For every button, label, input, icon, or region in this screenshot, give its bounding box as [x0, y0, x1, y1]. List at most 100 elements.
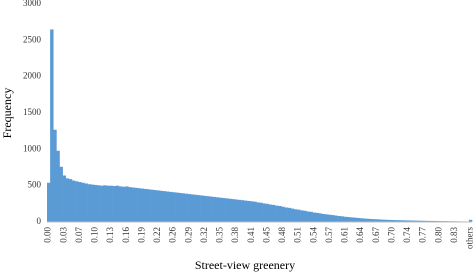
- bar: [140, 188, 145, 222]
- bar: [200, 195, 204, 222]
- bar: [387, 219, 392, 222]
- bar: [303, 210, 307, 222]
- bar: [315, 212, 320, 222]
- bar: [197, 195, 201, 222]
- bar: [297, 209, 301, 222]
- bar: [225, 198, 229, 222]
- bar: [400, 220, 404, 222]
- bar: [272, 204, 276, 222]
- bar: [412, 220, 417, 222]
- bar: [87, 184, 92, 222]
- bar: [234, 199, 238, 222]
- bar: [403, 220, 407, 222]
- x-tick-label: 0.00: [43, 227, 53, 243]
- bar: [187, 194, 192, 222]
- bar: [365, 218, 370, 222]
- bar: [109, 185, 113, 222]
- bar: [106, 185, 110, 222]
- x-tick-label: 0.70: [386, 227, 396, 243]
- bar: [143, 188, 148, 222]
- bar: [178, 192, 182, 222]
- bar: [337, 216, 342, 222]
- bar: [356, 217, 360, 222]
- y-tick-label: 2500: [23, 34, 42, 44]
- bar: [72, 180, 76, 222]
- bar: [84, 183, 88, 222]
- bar: [253, 201, 257, 222]
- bar: [231, 199, 235, 222]
- bar: [375, 219, 379, 222]
- bar: [62, 175, 67, 222]
- bar: [184, 193, 188, 222]
- bar: [262, 203, 267, 222]
- bar: [340, 216, 345, 222]
- bar: [468, 219, 473, 222]
- bar: [284, 207, 288, 222]
- y-tick-label: 1500: [23, 107, 42, 117]
- y-axis-title: Frequency: [0, 88, 14, 139]
- x-tick-label: 0.74: [402, 227, 412, 243]
- x-tick-label: 0.32: [199, 227, 209, 243]
- bar: [168, 191, 173, 222]
- x-tick-label: others: [465, 227, 474, 249]
- bar: [247, 200, 251, 222]
- bar: [75, 181, 79, 222]
- bar: [434, 220, 438, 222]
- bar: [115, 185, 120, 222]
- bar: [331, 215, 335, 222]
- bar: [203, 195, 207, 222]
- bar: [384, 219, 388, 222]
- bar: [228, 198, 232, 222]
- y-tick-label: 2000: [23, 71, 42, 81]
- bar: [112, 186, 117, 222]
- bar: [206, 196, 210, 222]
- bar: [418, 220, 423, 222]
- bar: [172, 192, 176, 222]
- bar: [372, 219, 376, 222]
- bar: [193, 194, 198, 222]
- bar: [100, 185, 104, 222]
- bar: [59, 166, 63, 222]
- x-tick-label: 0.54: [308, 227, 318, 243]
- bar: [218, 197, 223, 222]
- x-tick-label: 0.35: [215, 227, 225, 243]
- bar: [287, 207, 292, 222]
- x-tick-label: 0.57: [324, 227, 334, 243]
- bar: [359, 218, 363, 222]
- x-tick-label: 0.80: [433, 227, 443, 243]
- bar: [325, 214, 329, 222]
- bar: [53, 129, 57, 222]
- bar: [209, 196, 213, 222]
- bar: [137, 188, 142, 222]
- x-tick-label: 0.51: [293, 227, 303, 243]
- bar: [278, 206, 282, 222]
- bar: [347, 217, 351, 222]
- bar: [50, 29, 54, 222]
- bar: [131, 187, 135, 222]
- bar: [56, 150, 60, 222]
- bar: [368, 218, 373, 222]
- bar: [422, 220, 426, 222]
- bar: [156, 190, 160, 222]
- x-tick-label: 0.83: [449, 227, 459, 243]
- x-tick-label: 0.41: [246, 227, 256, 243]
- bar: [290, 208, 295, 222]
- bar: [381, 219, 385, 222]
- bar: [275, 205, 279, 222]
- y-tick-label: 1000: [23, 143, 42, 153]
- x-tick-label: 0.13: [105, 227, 115, 243]
- bar: [378, 219, 382, 222]
- bar: [256, 202, 260, 222]
- bar: [281, 206, 285, 222]
- x-tick-label: 0.10: [90, 227, 100, 243]
- bar: [147, 189, 151, 222]
- bar: [353, 217, 357, 222]
- bar: [165, 191, 170, 222]
- x-tick-label: 0.29: [183, 227, 193, 243]
- bar: [343, 216, 348, 222]
- bar: [159, 190, 163, 222]
- bar: [322, 214, 326, 222]
- bar: [300, 210, 304, 222]
- bar: [406, 220, 410, 222]
